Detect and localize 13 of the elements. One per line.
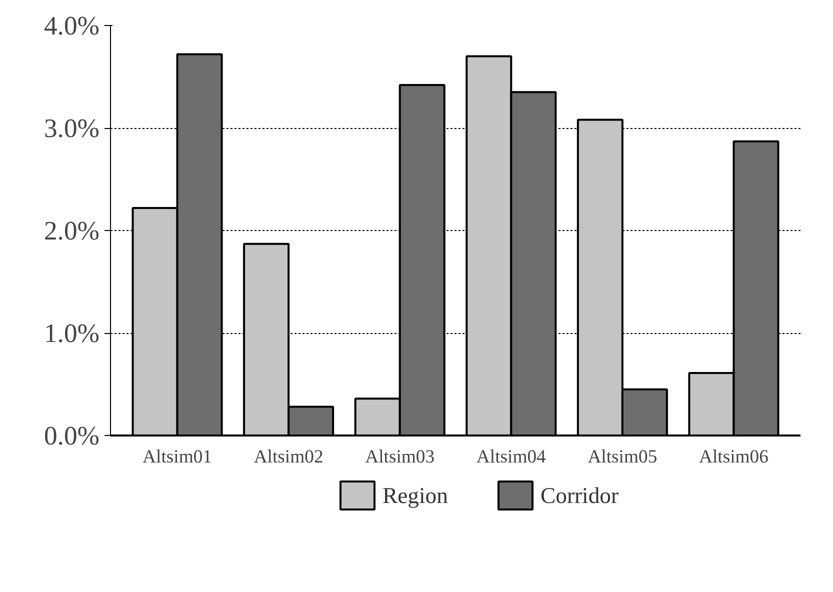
x-tick-label: Altsim03	[365, 446, 435, 468]
legend-label: Corridor	[540, 483, 619, 508]
x-tick-label: Altsim02	[254, 446, 324, 468]
x-tick-label: Altsim05	[588, 446, 658, 468]
y-tick-label: 3.0%	[44, 113, 100, 143]
y-tick-label: 4.0%	[44, 10, 100, 40]
y-tick-label: 2.0%	[44, 216, 100, 246]
legend-label: Region	[382, 483, 448, 508]
x-tick-label: Altsim01	[142, 446, 212, 468]
y-tick-label: 1.0%	[44, 318, 100, 348]
y-tick-label: 0.0%	[44, 420, 100, 450]
x-tick-label: Altsim04	[476, 446, 547, 468]
x-tick-label: Altsim06	[699, 446, 768, 468]
